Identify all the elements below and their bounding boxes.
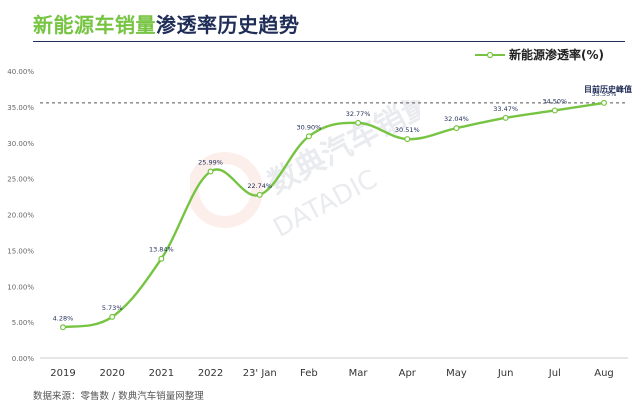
data-label: 25.99%	[198, 159, 223, 167]
peak-annotation: 目前历史峰值	[584, 85, 632, 94]
x-tick-label: Jun	[497, 368, 514, 379]
x-tick-label: 2020	[99, 368, 124, 379]
y-tick-label: 40.00%	[7, 68, 34, 76]
x-tick-label: 23' Jan	[243, 368, 277, 379]
data-point	[355, 119, 362, 126]
data-label: 33.47%	[493, 105, 518, 113]
data-label: 5.73%	[102, 304, 123, 312]
x-tick-label: 2022	[198, 368, 223, 379]
legend-label: 新能源渗透率(%)	[509, 48, 604, 62]
data-label: 32.04%	[444, 115, 469, 123]
y-tick-label: 20.00%	[7, 212, 34, 220]
data-point	[158, 255, 165, 262]
series-line	[62, 101, 605, 329]
data-label: 13.84%	[149, 246, 174, 254]
title-rest: 渗透率历史趋势	[156, 13, 300, 37]
y-tick-label: 25.00%	[7, 176, 34, 184]
data-point	[551, 107, 558, 114]
data-point	[404, 136, 411, 143]
data-point	[59, 324, 66, 331]
watermark-logo: 数典汽车销量网 DATADIC	[190, 100, 420, 244]
y-tick-label: 0.00%	[12, 355, 35, 363]
data-point	[453, 125, 460, 132]
data-label: 35.55%	[592, 90, 617, 98]
x-tick-label: Aug	[594, 368, 614, 379]
y-tick-label: 5.00%	[12, 319, 35, 327]
y-tick-label: 30.00%	[7, 140, 34, 148]
data-point	[256, 191, 263, 198]
y-tick-label: 10.00%	[7, 283, 34, 291]
title-divider	[33, 41, 625, 42]
y-tick-label: 15.00%	[7, 247, 34, 255]
data-label: 22.74%	[247, 182, 272, 190]
x-tick-label: Feb	[300, 368, 318, 379]
y-tick-label: 35.00%	[7, 104, 34, 112]
x-tick-label: 2019	[50, 368, 75, 379]
data-label: 30.90%	[297, 123, 322, 131]
data-label: 30.51%	[395, 126, 420, 134]
x-tick-label: Jul	[548, 368, 561, 379]
x-tick-label: Apr	[399, 368, 417, 379]
data-points: 4.28% 5.73% 13.84% 25.99% 22.74% 30.90% 32.77%…	[53, 90, 617, 331]
y-axis: 0.00% 5.00% 10.00% 15.00% 20.00% 25.00% 30.00%…	[7, 68, 34, 363]
x-tick-label: May	[446, 368, 467, 379]
data-point	[600, 99, 607, 106]
data-point	[207, 168, 214, 175]
page-title: 新能源车销量渗透率历史趋势	[33, 9, 300, 38]
data-point	[502, 114, 509, 121]
data-point	[305, 133, 312, 140]
data-label: 4.28%	[53, 314, 74, 322]
x-tick-label: Mar	[349, 368, 369, 379]
data-label: 34.50%	[542, 97, 567, 105]
title-highlight: 新能源车销量	[33, 13, 156, 37]
legend-line-icon	[475, 51, 505, 58]
source-note: 数据来源：零售数 / 数典汽车销量网整理	[33, 391, 204, 402]
x-tick-label: 2021	[149, 368, 174, 379]
data-label: 32.77%	[346, 110, 371, 118]
chart-legend: 新能源渗透率(%)	[475, 46, 604, 63]
data-point	[109, 313, 116, 320]
x-axis: 2019 2020 2021 2022 23' Jan Feb Mar Apr May Jun Ju…	[50, 368, 613, 379]
